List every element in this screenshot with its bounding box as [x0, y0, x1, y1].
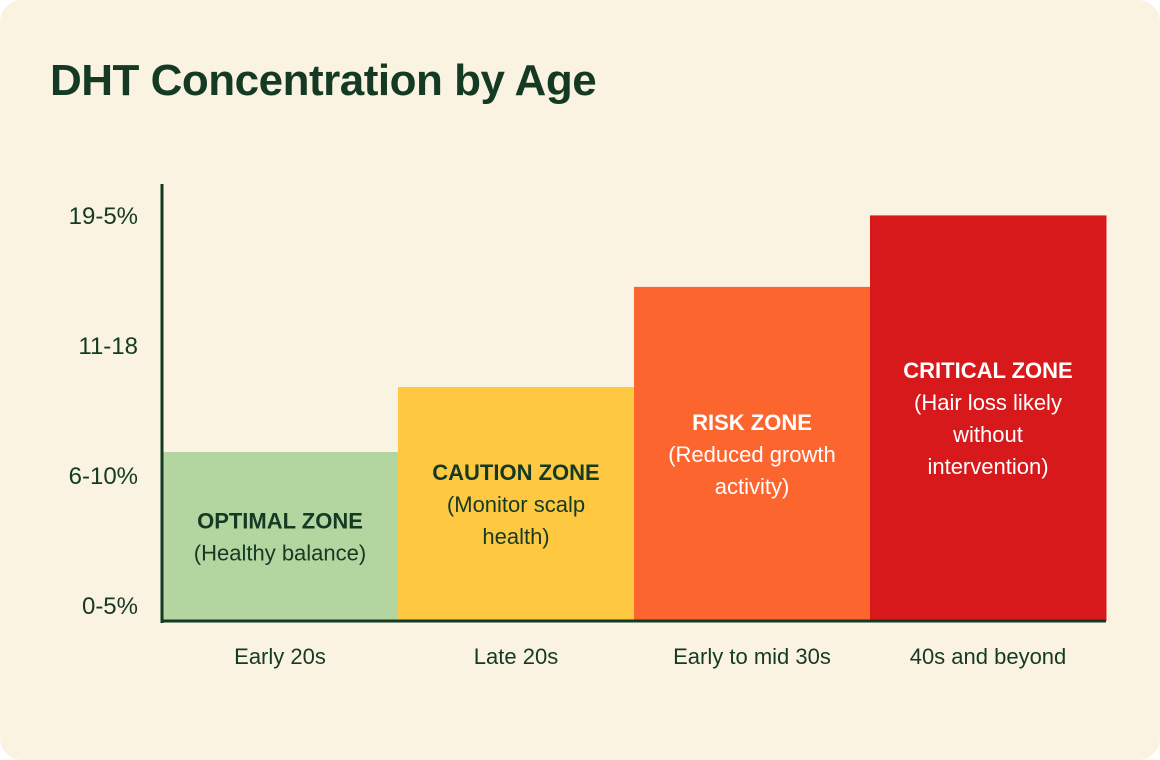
- bar-4-zone-desc-0: (Hair loss likely: [914, 390, 1062, 415]
- bar-3-zone-desc-1: activity): [715, 474, 790, 499]
- bar-4-zone-desc-2: intervention): [927, 454, 1048, 479]
- x-tick-label-4: 40s and beyond: [910, 644, 1067, 669]
- bar-3-zone-desc-0: (Reduced growth: [668, 442, 836, 467]
- bar-4-zone-label: CRITICAL ZONE: [903, 358, 1072, 383]
- bar-2-zone-label: CAUTION ZONE: [432, 460, 599, 485]
- bar-2-zone-desc-1: health): [482, 524, 549, 549]
- x-tick-label-2: Late 20s: [474, 644, 558, 669]
- y-tick-label-2: 6-10%: [69, 463, 138, 490]
- y-tick-label-3: 11-18: [78, 333, 138, 360]
- bar-3-zone-label: RISK ZONE: [692, 410, 812, 435]
- bar-1: [162, 452, 399, 621]
- y-tick-label-1: 0-5%: [82, 593, 138, 620]
- bar-1-zone-desc-0: (Healthy balance): [194, 541, 366, 566]
- bar-2-zone-desc-0: (Monitor scalp: [447, 492, 585, 517]
- bar-3: [634, 286, 871, 621]
- bar-1-zone-label: OPTIMAL ZONE: [197, 509, 363, 534]
- x-tick-label-1: Early 20s: [234, 644, 326, 669]
- chart-title: DHT Concentration by Age: [50, 56, 597, 105]
- bar-4: [870, 215, 1107, 621]
- x-tick-label-3: Early to mid 30s: [673, 644, 831, 669]
- bar-4-zone-desc-1: without: [952, 422, 1023, 447]
- y-tick-label-4: 19-5%: [69, 203, 138, 230]
- bar-2: [398, 387, 635, 621]
